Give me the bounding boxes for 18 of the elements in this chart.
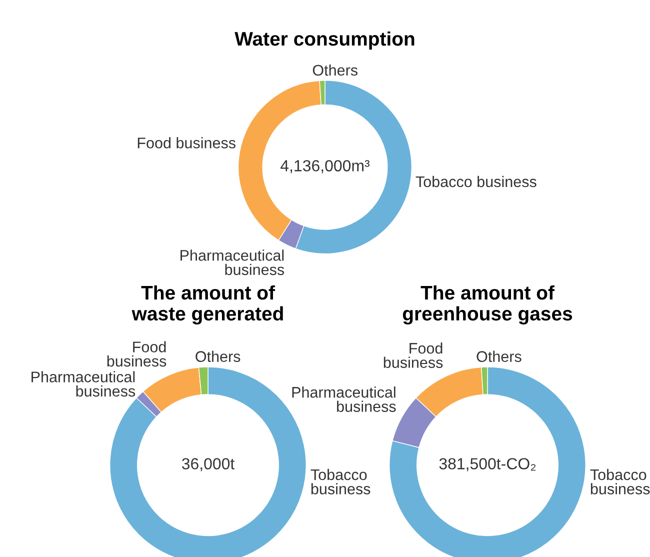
- slice-label: Tobacco business: [310, 468, 370, 494]
- slice-label: Food business: [384, 342, 443, 368]
- chart-title: The amount of waste generated: [132, 285, 283, 325]
- text: 381,500t-CO₂: [439, 458, 536, 472]
- chart-title: Water consumption: [234, 31, 414, 50]
- slice-label: Pharmaceutical business: [32, 371, 136, 397]
- chart-title: The amount of greenhouse gases: [402, 285, 572, 325]
- slice-label: Others: [312, 64, 358, 76]
- slice-label: Food business: [138, 137, 236, 148]
- slice-label: Pharmaceutical business: [180, 250, 284, 276]
- text: 36,000t: [182, 458, 235, 472]
- slice-label: Food business: [107, 341, 166, 367]
- slice-label: Tobacco business: [590, 468, 650, 494]
- slice-label: Tobacco business: [416, 176, 536, 188]
- slice-label: Others: [476, 350, 522, 362]
- slice-label: Pharmaceutical business: [292, 386, 396, 412]
- slice-label: Others: [196, 350, 240, 362]
- text: 4,136,000m³: [280, 160, 370, 174]
